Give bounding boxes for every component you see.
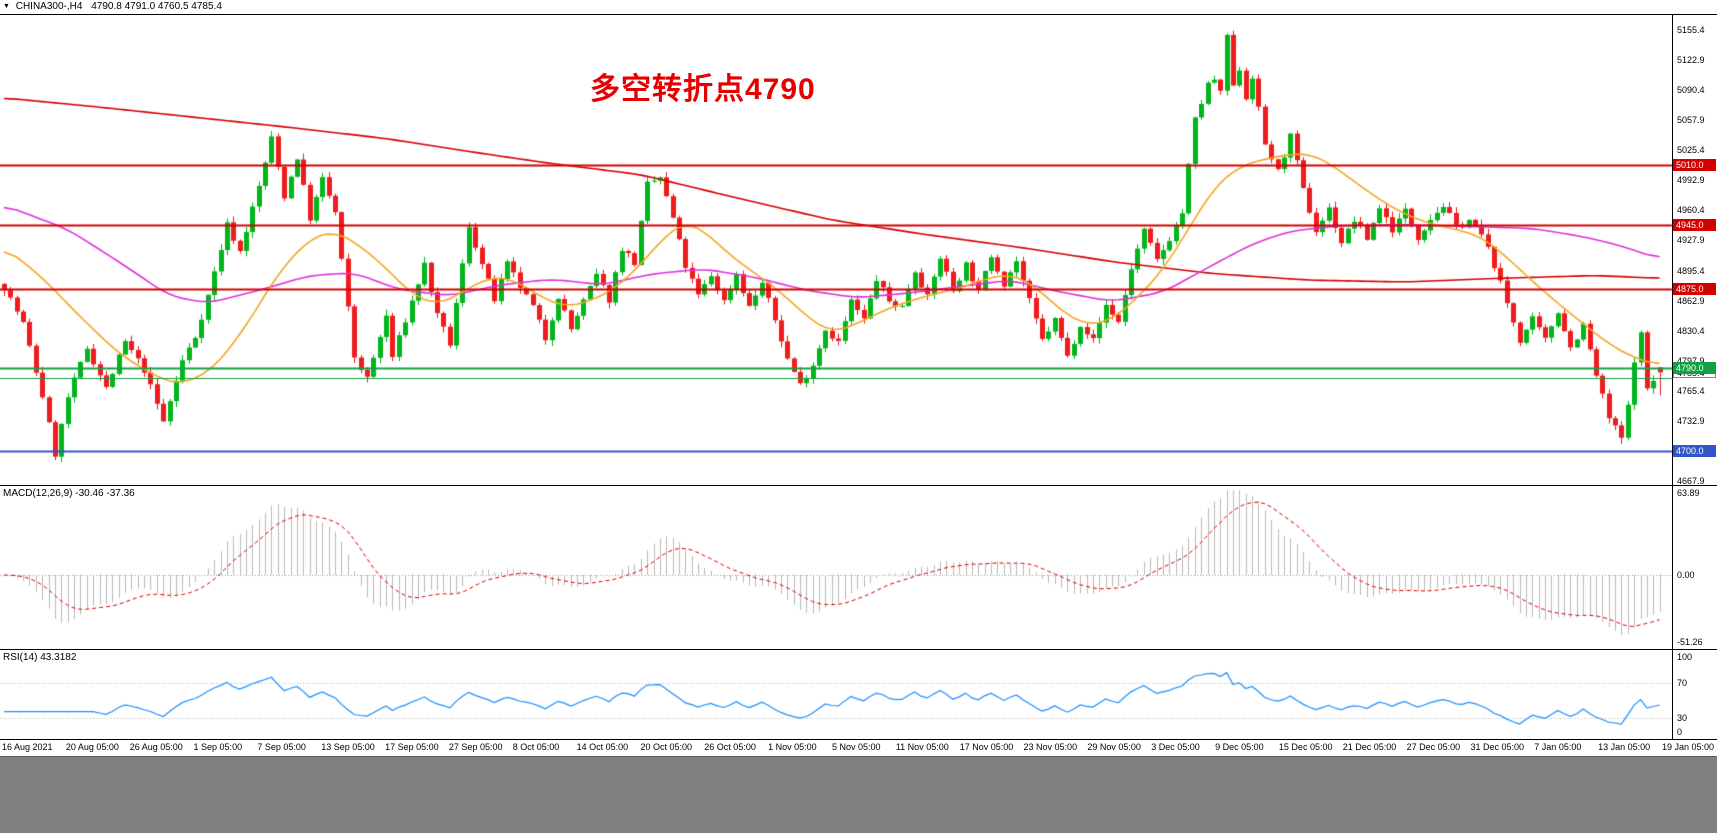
price-axis-label: 4960.4 (1677, 205, 1705, 216)
symbol-info-bar: ▼ CHINA300-,H4 4790.8 4791.0 4760.5 4785… (3, 1, 222, 13)
time-axis-label: 20 Aug 05:00 (65, 742, 119, 752)
price-axis-label: 4797.9 (1677, 355, 1705, 366)
time-axis-label: 23 Nov 05:00 (1023, 742, 1078, 752)
time-axis-label: 11 Nov 05:00 (895, 742, 949, 752)
time-axis-label: 7 Sep 05:00 (257, 742, 306, 752)
macd-indicator-label: MACD(12,26,9) -30.46 -37.36 (3, 488, 135, 499)
price-level-badge[interactable]: 4945.0 (1673, 218, 1716, 231)
price-level-badge[interactable]: 4700.0 (1673, 445, 1716, 458)
price-axis-label: 4667.9 (1677, 476, 1705, 486)
price-axis-separator (1672, 14, 1673, 739)
time-axis-label: 8 Oct 05:00 (512, 742, 560, 752)
time-axis-label: 3 Dec 05:00 (1151, 742, 1200, 752)
price-axis-label: 4992.9 (1677, 175, 1705, 186)
symbol-name: CHINA300-,H4 (15, 1, 83, 12)
time-axis-label: 17 Sep 05:00 (385, 742, 439, 752)
time-axis-label: 1 Nov 05:00 (768, 742, 817, 752)
macd-axis-label: -51.26 (1677, 637, 1703, 647)
time-axis-label: 15 Dec 05:00 (1278, 742, 1333, 752)
price-axis-label: 4862.9 (1677, 295, 1705, 306)
price-axis-label: 5057.9 (1677, 115, 1705, 126)
price-axis-label: 4895.4 (1677, 265, 1705, 276)
time-axis-label: 27 Dec 05:00 (1406, 742, 1461, 752)
price-level-badge[interactable]: 5010.0 (1673, 158, 1716, 171)
time-axis-label: 19 Jan 05:00 (1662, 742, 1715, 752)
time-axis-label: 17 Nov 05:00 (959, 742, 1014, 752)
time-axis-label: 21 Dec 05:00 (1342, 742, 1397, 752)
price-axis-label: 5025.4 (1677, 145, 1705, 156)
time-axis-label: 14 Oct 05:00 (576, 742, 629, 752)
time-axis-label: 13 Jan 05:00 (1598, 742, 1651, 752)
symbol-ohlc-values: 4790.8 4791.0 4760.5 4785.4 (91, 1, 222, 12)
price-axis-label: 5122.9 (1677, 55, 1705, 66)
bottom-panel (0, 756, 1717, 833)
price-axis-label: 4765.4 (1677, 385, 1705, 396)
time-axis-separator (0, 739, 1717, 740)
price-axis-label: 5155.4 (1677, 25, 1705, 35)
rsi-axis-label: 30 (1677, 713, 1688, 723)
price-axis-label: 4732.9 (1677, 415, 1705, 426)
time-axis-label: 31 Dec 05:00 (1470, 742, 1524, 752)
rsi-axis-label: 0 (1677, 727, 1683, 737)
rsi-axis-label: 70 (1677, 678, 1688, 688)
price-level-badge[interactable]: 4790.0 (1673, 362, 1716, 375)
time-axis-label: 26 Aug 05:00 (129, 742, 183, 752)
time-axis-label: 13 Sep 05:00 (321, 742, 375, 752)
macd-axis-label: 0.00 (1677, 570, 1695, 580)
time-axis-label: 26 Oct 05:00 (704, 742, 756, 752)
time-axis-label: 9 Dec 05:00 (1215, 742, 1264, 752)
time-axis-label: 27 Sep 05:00 (448, 742, 503, 752)
time-axis-label: 29 Nov 05:00 (1087, 742, 1141, 752)
macd-axis-label: 63.89 (1677, 488, 1700, 498)
annotation-text[interactable]: 多空转折点4790 (590, 73, 816, 106)
rsi-indicator-label: RSI(14) 43.3182 (3, 652, 77, 663)
time-axis-label: 20 Oct 05:00 (640, 742, 692, 752)
time-axis-label: 7 Jan 05:00 (1534, 742, 1582, 752)
price-axis-label: 5090.4 (1677, 85, 1705, 96)
chart-top-border (0, 14, 1717, 15)
time-axis: 16 Aug 2021 20 Aug 05:00 26 Aug 05:00 1 Sep… (0, 741, 1717, 755)
price-axis-label: 4830.4 (1677, 325, 1705, 336)
rsi-pane-separator[interactable] (0, 649, 1717, 650)
time-axis-label: 5 Nov 05:00 (832, 742, 881, 752)
time-axis-label: 16 Aug 2021 (2, 742, 53, 752)
time-axis-label: 1 Sep 05:00 (193, 742, 243, 752)
rsi-axis-label: 100 (1677, 651, 1693, 662)
chart-collapse-icon[interactable]: ▼ (3, 3, 10, 10)
price-level-badge[interactable]: 4875.0 (1673, 283, 1716, 296)
macd-pane-separator[interactable] (0, 485, 1717, 486)
price-axis-label: 4927.9 (1677, 235, 1705, 246)
